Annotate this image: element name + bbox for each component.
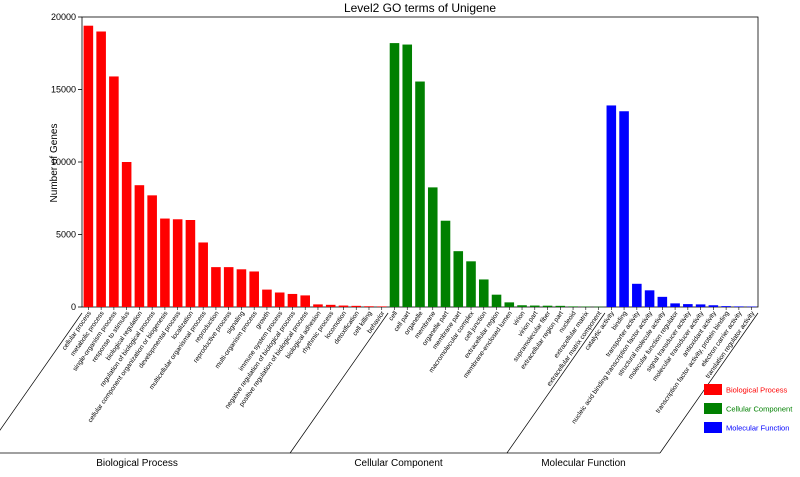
bar [198,242,208,307]
legend-swatch [704,384,722,395]
bar [632,283,642,307]
bar [338,305,349,307]
group-label: Molecular Function [541,458,625,469]
y-tick-label: 20000 [51,12,76,22]
bar [670,303,680,307]
legend-swatch [704,422,722,433]
legend-label: Biological Process [726,386,788,395]
bar [734,306,744,307]
legend-label: Cellular Component [726,405,793,414]
bar [300,295,310,307]
chart-title: Level2 GO terms of Unigene [344,1,496,15]
bar [249,271,259,307]
bar [287,293,298,307]
legend: Biological Process Cellular Component Mole… [704,384,793,433]
bar [683,304,693,307]
group-label: Cellular Component [354,458,443,469]
y-tick-label: 5000 [56,230,76,240]
bar [593,306,604,308]
bar [581,306,591,308]
bar [491,294,502,307]
bar [504,302,515,307]
bar [721,306,731,307]
bar [236,269,247,307]
bar [746,306,757,308]
bar [708,305,719,307]
bar [530,305,540,307]
bar [376,306,387,307]
group-bracket-layer: Biological Process Cellular Component Mole… [0,312,759,469]
bar [109,76,119,307]
group-divider [506,312,606,454]
bar [121,162,132,307]
y-axis-label: Number of Genes [49,124,60,203]
bar [517,305,527,307]
group-divider [289,312,389,454]
bar [83,25,94,307]
bar [402,44,413,308]
bar [427,187,438,307]
bar [262,289,272,307]
y-tick-label: 15000 [51,85,76,95]
title-layer: Level2 GO terms of Unigene Number of Gen… [49,1,496,202]
bar [389,43,400,307]
group-divider [659,312,759,454]
bar [134,185,145,307]
bar [351,305,362,307]
bar [274,292,285,307]
bar [415,81,425,308]
bar [644,290,655,307]
bar [147,195,157,307]
bar [160,218,170,307]
bar [478,279,489,307]
bar [453,251,464,307]
bar [542,305,553,307]
group-label: Biological Process [96,458,178,469]
bars-layer [83,25,757,308]
group-divider [0,312,83,431]
bar [364,306,374,307]
bar [619,111,629,307]
x-tick-label: cell [388,310,400,323]
bar [185,220,196,307]
bar [313,304,323,307]
legend-swatch [704,403,722,414]
bar [695,304,706,307]
bar [606,105,617,307]
bar [211,267,221,307]
bar [555,305,566,307]
bar [172,219,183,307]
bar [466,261,476,307]
y-tick-label: 0 [71,302,76,312]
bar [440,220,451,307]
bar [96,31,106,307]
bar [568,306,578,307]
bar [223,267,234,307]
legend-label: Molecular Function [726,424,789,433]
y-tick-label: 10000 [51,157,76,167]
bar [325,304,336,307]
bar [657,296,668,307]
